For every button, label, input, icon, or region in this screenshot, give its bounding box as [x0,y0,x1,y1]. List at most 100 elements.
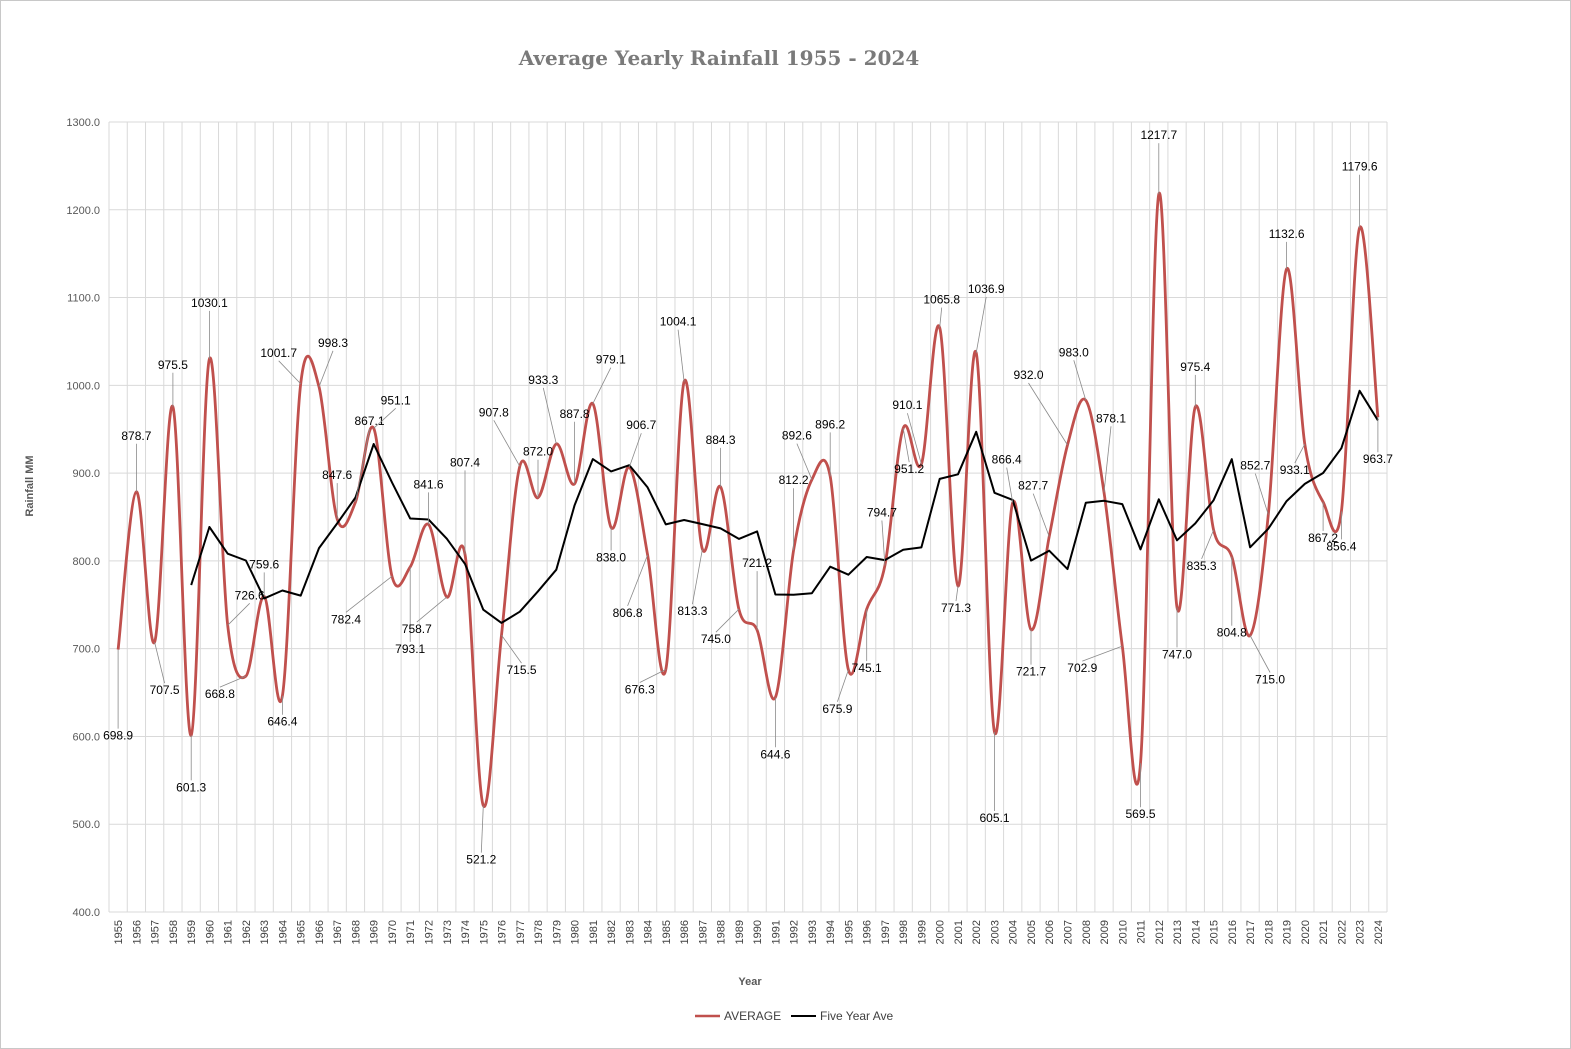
data-label: 745.1 [852,661,882,675]
data-label-leader [1249,635,1271,673]
x-tick-label: 1970 [387,920,399,944]
data-label: 707.5 [150,683,180,697]
x-tick-label: 1997 [880,920,892,944]
x-tick-label: 1990 [752,920,764,944]
x-tick-label: 2000 [935,920,947,944]
data-label: 907.8 [479,405,509,419]
x-tick-label: 1966 [314,920,326,944]
x-tick-label: 2015 [1209,920,1221,944]
legend: AVERAGE Five Year Ave [695,1009,893,1023]
x-tick-label: 1978 [533,920,545,944]
data-label-leader [345,575,393,613]
data-label-leader [1082,645,1123,662]
x-tick-label: 2021 [1318,920,1330,944]
x-tick-label: 1992 [789,920,801,944]
data-labels: 698.9 878.7 707.5 975.5 601.3 1030.1 726.6 668.… [103,128,1393,866]
data-label-leader [907,413,922,465]
x-tick-label: 1958 [168,920,180,944]
x-tick-label: 2003 [989,920,1001,944]
data-label: 1004.1 [660,315,697,329]
data-label-leader [1032,493,1050,537]
x-tick-label: 1972 [424,920,436,944]
data-label: 1065.8 [923,293,960,307]
data-label-leader [692,549,703,605]
x-tick-label: 1968 [350,920,362,944]
data-label-leader [219,675,247,688]
data-label: 963.7 [1363,452,1393,466]
x-tick-label: 2019 [1282,920,1294,944]
data-label: 747.0 [1162,647,1192,661]
data-label: 605.1 [979,811,1009,825]
x-tick-label: 1991 [770,920,782,944]
data-label: 1179.6 [1342,160,1378,174]
data-label-leader [939,307,943,328]
series-lines [116,191,1380,808]
data-label: 745.0 [701,632,731,646]
x-tick-label: 1987 [697,920,709,944]
data-label: 866.4 [992,453,1022,467]
data-label: 807.4 [450,455,480,469]
data-label: 1036.9 [968,282,1005,296]
x-tick-label: 1979 [551,920,563,944]
data-label-leader [1294,443,1306,464]
data-label: 569.5 [1125,807,1155,821]
x-tick-label: 1976 [497,920,509,944]
x-tick-label: 1963 [259,920,271,944]
data-label: 933.1 [1280,463,1310,477]
data-label-leader [373,408,396,429]
x-tick-label: 1984 [643,920,655,944]
legend-label-average: AVERAGE [724,1009,781,1023]
data-label: 782.4 [331,612,361,626]
y-axis-title: Rainfall MM [24,455,36,516]
x-tick-label: 2012 [1154,920,1166,944]
data-label: 887.8 [560,407,590,421]
data-label: 975.5 [158,358,188,372]
x-tick-label: 2018 [1263,920,1275,944]
y-tick-label: 500.0 [72,819,100,831]
x-tick-label: 1959 [186,920,198,944]
data-label: 771.3 [941,601,971,615]
data-label: 644.6 [760,747,790,761]
y-tick-label: 700.0 [72,644,100,656]
x-tick-label: 1982 [606,920,618,944]
data-label: 646.4 [267,715,297,729]
data-label: 804.8 [1217,626,1247,640]
x-tick-label: 1980 [570,920,582,944]
data-label: 721.7 [1016,665,1046,679]
data-label-leader [1028,382,1068,446]
x-tick-label: 1993 [807,920,819,944]
data-label: 933.3 [528,373,558,387]
data-label: 910.1 [892,398,922,412]
y-tick-label: 1100.0 [67,293,100,305]
x-tick-label: 1999 [916,920,928,944]
data-label: 676.3 [625,683,655,697]
data-label: 1001.7 [260,346,297,360]
chart-title: Average Yearly Rainfall 1955 - 2024 [518,46,920,70]
data-label-leader [1006,467,1014,503]
x-tick-label: 1962 [241,920,253,944]
data-label-leader [628,433,642,468]
legend-label-five-year: Five Year Ave [820,1009,893,1023]
x-tick-label: 2007 [1063,920,1075,944]
x-tick-label: 1975 [478,920,490,944]
data-label: 675.9 [822,702,852,716]
x-tick-label: 2022 [1336,920,1348,944]
x-tick-label: 1969 [369,920,381,944]
data-label-leader [955,586,959,602]
data-label: 975.4 [1180,360,1210,374]
x-tick-label: 2016 [1227,920,1239,944]
data-label: 794.7 [867,506,897,520]
series-line-average [116,191,1380,808]
x-tick-label: 2001 [953,920,965,944]
data-label: 601.3 [176,780,206,794]
data-label: 932.0 [1013,368,1043,382]
series-line-five-year-ave [190,389,1379,624]
x-tick-label: 2020 [1300,920,1312,944]
data-label: 951.1 [381,393,411,407]
data-label-leader [639,669,666,683]
data-label-leader [318,350,334,387]
x-tick-label: 2014 [1190,920,1202,944]
x-tick-label: 2009 [1099,920,1111,944]
x-tick-label: 1989 [734,920,746,944]
